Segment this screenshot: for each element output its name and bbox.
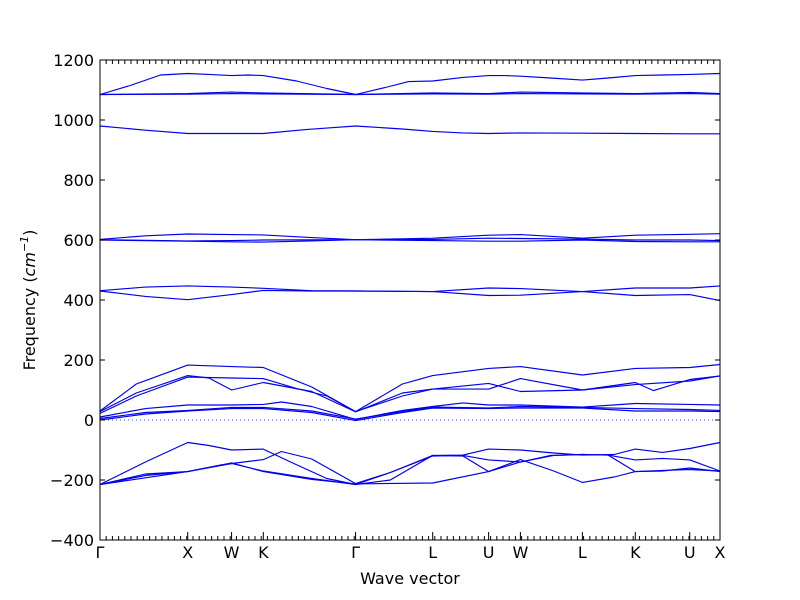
band-line-16 — [99, 441, 721, 486]
y-axis-ticks: −400 −200 0 200 400 600 800 1000 1200 — [50, 51, 720, 550]
x-tick-label: X — [715, 543, 726, 562]
x-tick-label: W — [512, 543, 528, 562]
band-series-group — [99, 72, 721, 486]
y-tick-label: −200 — [50, 471, 94, 490]
y-tick-label: 1200 — [53, 51, 94, 70]
band-line-9 — [99, 289, 721, 302]
x-tick-label: U — [684, 543, 696, 562]
x-tick-label: X — [182, 543, 193, 562]
y-tick-label: 200 — [63, 351, 94, 370]
y-tick-label: 600 — [63, 231, 94, 250]
band-line-15 — [99, 407, 721, 422]
x-tick-label: W — [224, 543, 240, 562]
x-axis-label: Wave vector — [360, 569, 460, 588]
band-line-1 — [99, 72, 721, 96]
y-axis-label: Frequency (cm−1) — [18, 230, 39, 371]
y-axis-label-base: Frequency ( — [20, 276, 39, 370]
y-axis-label-close: ) — [20, 230, 39, 236]
y-tick-label: 0 — [84, 411, 94, 430]
band-line-19 — [99, 459, 721, 486]
x-tick-label: U — [483, 543, 495, 562]
band-line-3 — [99, 93, 721, 96]
band-line-14 — [99, 405, 721, 420]
x-tick-label: Γ — [96, 543, 105, 562]
band-line-10 — [99, 363, 721, 413]
x-tick-label: L — [578, 543, 587, 562]
y-tick-label: 800 — [63, 171, 94, 190]
y-tick-label: 400 — [63, 291, 94, 310]
x-tick-label: Γ — [351, 543, 360, 562]
y-axis-label-exp: −1 — [18, 236, 31, 252]
x-tick-label: K — [630, 543, 641, 562]
band-line-4 — [99, 125, 720, 135]
x-tick-label: L — [428, 543, 437, 562]
band-line-7 — [99, 239, 720, 243]
band-line-2 — [99, 91, 721, 96]
y-axis-label-unit: cm — [20, 252, 39, 276]
band-line-5 — [99, 233, 721, 241]
band-line-13 — [99, 401, 721, 420]
band-line-12 — [99, 375, 721, 414]
band-line-8 — [99, 285, 721, 293]
x-tick-label: K — [258, 543, 269, 562]
y-tick-label: −400 — [50, 531, 94, 550]
band-line-6 — [99, 237, 721, 242]
y-tick-label: 1000 — [53, 111, 94, 130]
